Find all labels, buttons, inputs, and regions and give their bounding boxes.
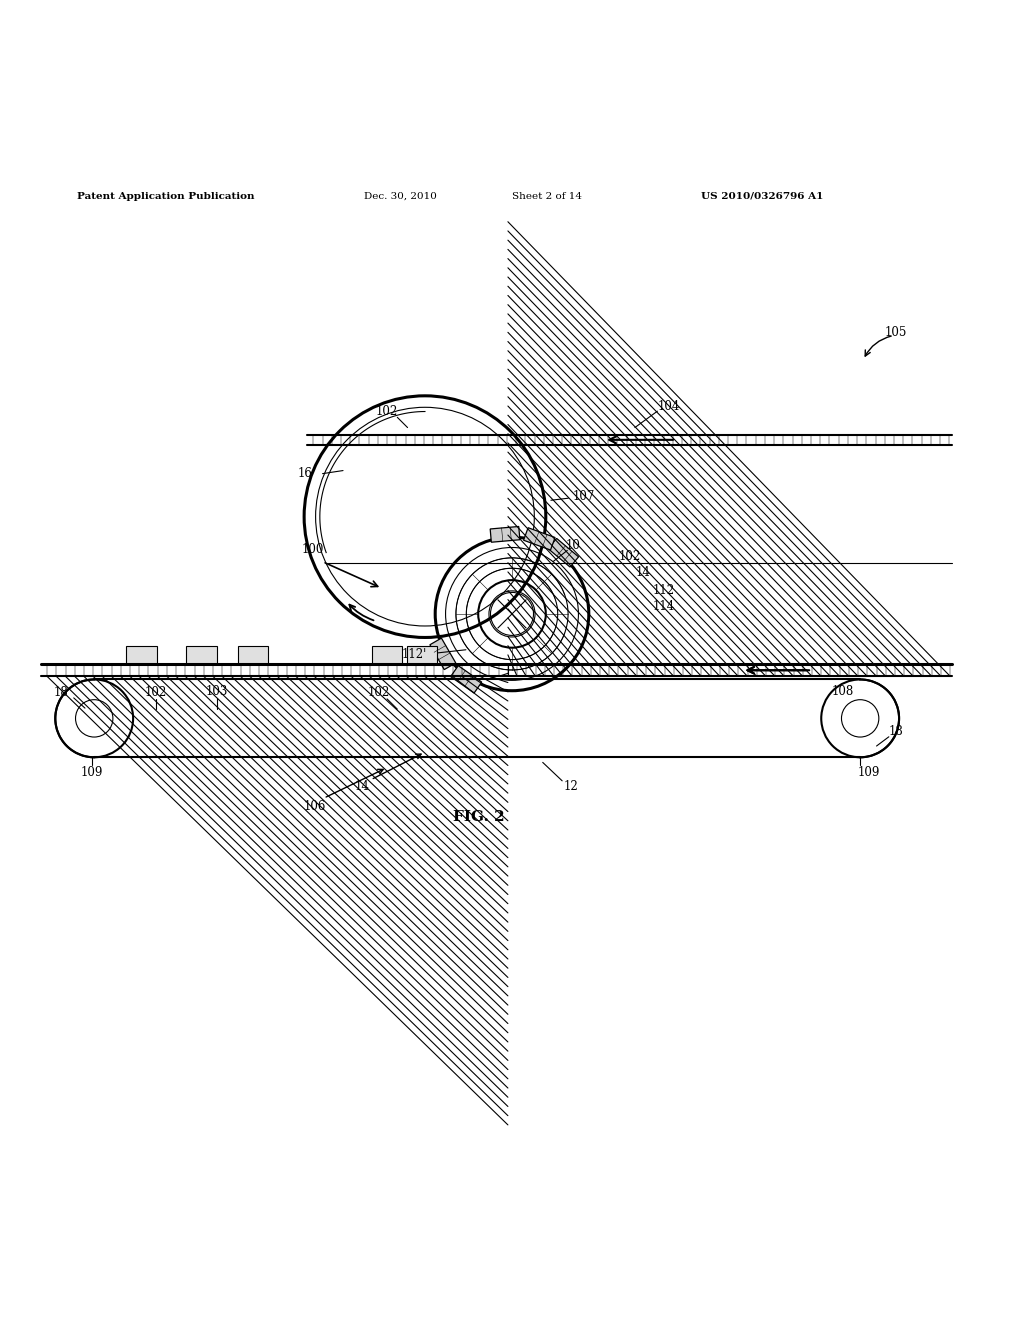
Text: 18: 18 [889, 725, 903, 738]
Text: 112: 112 [652, 583, 675, 597]
Polygon shape [430, 638, 456, 669]
Polygon shape [523, 528, 555, 550]
Text: 102: 102 [368, 686, 390, 700]
Text: 16: 16 [298, 467, 312, 480]
Polygon shape [451, 665, 481, 693]
Bar [126, 645, 157, 664]
Text: US 2010/0326796 A1: US 2010/0326796 A1 [701, 191, 824, 201]
Text: 10: 10 [566, 539, 581, 552]
Text: 107: 107 [572, 490, 595, 503]
Text: 102: 102 [618, 550, 641, 564]
Text: 102: 102 [144, 686, 167, 700]
Text: 105: 105 [885, 326, 907, 339]
Text: 14: 14 [355, 780, 370, 793]
Text: 109: 109 [81, 766, 103, 779]
Text: 114: 114 [652, 601, 675, 614]
Bar [407, 645, 437, 664]
Text: Sheet 2 of 14: Sheet 2 of 14 [512, 191, 582, 201]
Text: 103: 103 [206, 685, 228, 698]
Text: 102: 102 [376, 405, 398, 417]
Text: 12: 12 [564, 780, 579, 793]
Text: 108: 108 [831, 685, 854, 698]
Text: 18: 18 [54, 686, 69, 700]
Bar [238, 645, 268, 664]
Text: FIG. 2: FIG. 2 [454, 809, 505, 824]
Polygon shape [548, 539, 579, 568]
Text: 100: 100 [301, 543, 324, 556]
Text: 106: 106 [303, 800, 326, 813]
Text: 14: 14 [636, 566, 650, 579]
Text: 104: 104 [657, 400, 680, 413]
Bar [186, 645, 217, 664]
Polygon shape [490, 527, 520, 543]
Text: Dec. 30, 2010: Dec. 30, 2010 [364, 191, 436, 201]
Text: 112': 112' [402, 648, 427, 661]
Bar [372, 645, 402, 664]
Text: 109: 109 [857, 766, 880, 779]
Text: Patent Application Publication: Patent Application Publication [77, 191, 254, 201]
